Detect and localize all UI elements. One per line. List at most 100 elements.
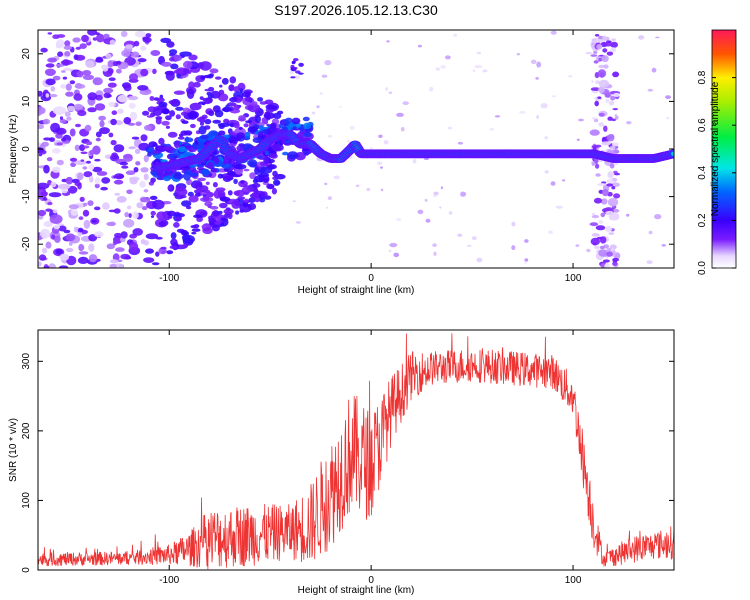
spectrogram-cell (52, 75, 61, 81)
spectrogram-cell (228, 84, 235, 91)
spectrogram-cell (221, 163, 233, 169)
spectrogram-cell (598, 86, 605, 94)
spectrogram-cell (113, 144, 125, 153)
spectrogram-cell (291, 60, 296, 65)
spectrogram-cell (424, 157, 429, 161)
spectrogram-cell (48, 192, 62, 198)
spectrogram-cell (202, 194, 207, 198)
spectrogram-cell (155, 251, 160, 257)
spectrogram-cell (74, 144, 80, 151)
spectrogram-cell (327, 135, 333, 138)
spectrogram-cell (137, 58, 147, 63)
spectrogram-cell (268, 164, 277, 170)
spectrogram-cell (568, 75, 573, 78)
spectrogram-cell (156, 171, 168, 178)
spectrogram-cell (99, 127, 110, 135)
spectrogram-cell (101, 177, 111, 184)
spectrogram-cell (433, 251, 437, 256)
spectrogram-cell (38, 124, 44, 130)
spectrogram-cell (293, 58, 299, 62)
snr-x-tick-label: -100 (159, 575, 179, 586)
spectrogram-y-ticks: -20 -10 0 10 20 (21, 48, 674, 251)
spectrogram-cell (606, 178, 614, 185)
snr-y-ticks: 0 100 200 300 (21, 353, 674, 573)
spectrogram-cell (165, 125, 170, 129)
spectrogram-cell (281, 138, 287, 144)
spectrogram-cell (201, 163, 206, 166)
spectrogram-cell (112, 240, 118, 246)
spectrogram-cell (41, 141, 49, 147)
spectrogram-cell (217, 93, 229, 102)
spectrogram-cell (140, 46, 147, 51)
spectrogram-cell (433, 194, 437, 198)
spectrogram-cell (77, 110, 87, 117)
spectrogram-cell (120, 231, 128, 239)
spectrogram-cell (524, 262, 527, 265)
spectrogram-cell (524, 258, 529, 262)
spectrogram-cell (482, 69, 488, 73)
spectrogram-cell (291, 117, 301, 125)
spectrogram-cell (73, 103, 83, 110)
spectrogram-cell (84, 124, 92, 132)
spectrogram-cell (152, 262, 160, 266)
spectrogram-cell (119, 161, 128, 166)
spectrogram-cell (52, 148, 61, 154)
spectrogram-cell (137, 85, 149, 91)
spectrogram-cell (599, 245, 605, 250)
spectrogram-cell (173, 222, 180, 228)
spectrogram-cell (95, 131, 102, 138)
spectrogram-cell (233, 91, 244, 99)
spectrogram-cell (210, 205, 219, 210)
spectrogram-cell (614, 114, 618, 118)
spectrogram-cell (385, 87, 389, 91)
spectrogram-cell (162, 108, 170, 115)
spectrogram-cell (302, 116, 310, 122)
spectrogram-cell (136, 202, 144, 209)
spectrogram-cell (64, 40, 71, 47)
spectrogram-cell (109, 259, 119, 264)
spectrogram-cell (609, 163, 615, 169)
spectrogram-cell (166, 250, 174, 255)
spectrogram-cell (593, 50, 598, 55)
spectrogram-cell (591, 212, 596, 216)
spectrogram-cell (156, 145, 164, 151)
spectrogram-cell (578, 118, 584, 122)
spectrogram-cell (77, 231, 83, 237)
spectrogram-cell (597, 69, 607, 78)
spectrogram-cell (472, 69, 476, 73)
spectrogram-cell (167, 186, 172, 190)
spectrogram-cell (165, 71, 175, 81)
spectrogram-cell (173, 90, 185, 95)
spectrogram-cell (48, 263, 57, 268)
spectrogram-cell (58, 225, 67, 232)
spectrogram-cell (593, 60, 599, 64)
spectrogram-cell (152, 68, 157, 75)
spectrogram-cell (135, 161, 141, 166)
spectrogram-cell (123, 117, 132, 125)
spectrogram-cell (599, 236, 607, 244)
spectrogram-cell (476, 51, 482, 55)
spectrogram-cell (147, 152, 152, 157)
spectrogram-cell (109, 154, 120, 162)
spectrogram-cell (38, 209, 47, 217)
spectrogram-cell (189, 102, 202, 111)
spectrogram-cell (95, 103, 106, 111)
spectrogram-cell (388, 91, 393, 95)
spectrogram-cell (113, 208, 121, 214)
spectrogram-cell (80, 151, 88, 155)
spectrogram-cell (651, 67, 657, 73)
spectrogram-cell (92, 166, 103, 173)
spectrogram-cell (548, 230, 553, 234)
spectrogram-cell (83, 145, 90, 149)
spectrogram-cell (72, 37, 81, 43)
spectrogram-cell (188, 110, 198, 120)
spectrogram-cell (79, 43, 87, 49)
spectrogram-cell (67, 185, 78, 194)
spectrogram-cell (254, 196, 260, 203)
spectrogram-cell (50, 122, 61, 133)
spectrogram-cell (94, 206, 101, 211)
spectrogram-cell (50, 86, 56, 92)
spectrogram-cell (156, 97, 165, 103)
spectrogram-cell (181, 200, 192, 207)
spectrogram-cell (56, 159, 64, 166)
